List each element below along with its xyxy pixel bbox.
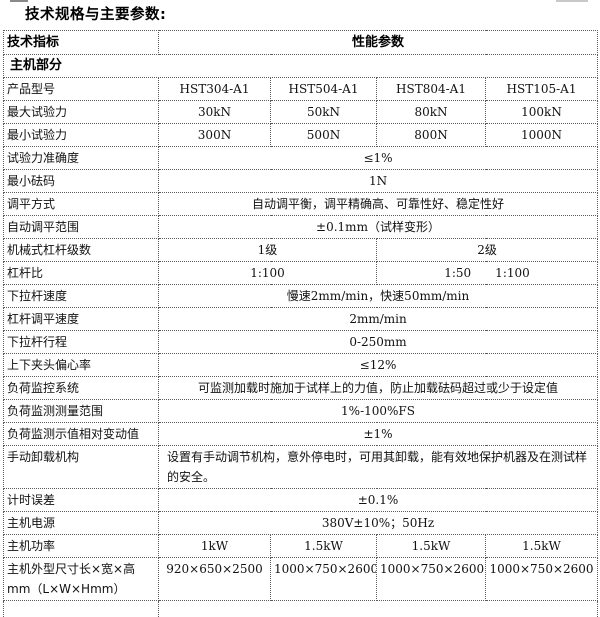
empty-cell	[159, 601, 598, 617]
table-row: 上下夹头偏心率≤12%	[4, 354, 598, 377]
row-label: 试验力准确度	[4, 147, 159, 170]
row-value: 1000N	[486, 124, 598, 147]
table-row: 负荷监测示值相对变动值±1%	[4, 423, 598, 446]
row-value: 50kN	[271, 101, 377, 124]
row-value: 800N	[377, 124, 486, 147]
row-value: 920×650×2500	[159, 558, 271, 601]
top-right-crop-mark	[556, 0, 588, 2]
cutoff-row	[4, 601, 598, 617]
row-label: 主机外型尺寸长×宽×高 mm（L×W×Hmm）	[4, 558, 159, 601]
row-value: ±1%	[159, 423, 598, 446]
row-value: 可监测加载时施加于试样上的力值，防止加载砝码超过或少于设定值	[159, 377, 598, 400]
row-value: 1:50 1:100	[377, 262, 598, 285]
table-row: 手动卸载机构设置有手动调节机构，意外停电时，可用其卸载，能有效地保护机器及在测试…	[4, 446, 598, 489]
row-label: 最小试验力	[4, 124, 159, 147]
row-value: 设置有手动调节机构，意外停电时，可用其卸载，能有效地保护机器及在测试样的安全。	[159, 446, 598, 489]
table-row: 下拉杆速度慢速2mm/min，快速50mm/min	[4, 285, 598, 308]
row-value: 500N	[271, 124, 377, 147]
row-label: 杠杆调平速度	[4, 308, 159, 331]
section-row: 主机部分	[4, 55, 598, 78]
cutoff-row-body	[4, 601, 598, 617]
row-value: 1000×750×2600	[377, 558, 486, 601]
row-value: ≤12%	[159, 354, 598, 377]
row-value: 80kN	[377, 101, 486, 124]
top-left-crop-mark	[10, 0, 28, 2]
row-value: 1N	[159, 170, 598, 193]
section-title-cell: 主机部分	[4, 55, 598, 78]
table-row: 试验力准确度≤1%	[4, 147, 598, 170]
row-label: 自动调平范围	[4, 216, 159, 239]
row-value: HST105-A1	[486, 78, 598, 101]
row-label: 负荷监测测量范围	[4, 400, 159, 423]
row-value: 1级	[159, 239, 377, 262]
row-label: 主机电源	[4, 512, 159, 535]
row-value: 1.5kW	[271, 535, 377, 558]
row-value: 100kN	[486, 101, 598, 124]
row-value: 1kW	[159, 535, 271, 558]
header-indicator-cell: 技术指标	[4, 31, 159, 55]
table-header-row: 技术指标 性能参数	[4, 31, 598, 55]
row-label: 手动卸载机构	[4, 446, 159, 489]
row-value: 1.5kW	[377, 535, 486, 558]
row-value: ≤1%	[159, 147, 598, 170]
row-label: 主机功率	[4, 535, 159, 558]
row-label: 产品型号	[4, 78, 159, 101]
row-value: 1.5kW	[486, 535, 598, 558]
row-value: HST804-A1	[377, 78, 486, 101]
row-label: 负荷监控系统	[4, 377, 159, 400]
row-label: 下拉杆行程	[4, 331, 159, 354]
row-label: 杠杆比	[4, 262, 159, 285]
row-value: ±0.1mm（试样变形）	[159, 216, 598, 239]
row-label: 上下夹头偏心率	[4, 354, 159, 377]
row-value: 1000×750×2600	[271, 558, 377, 601]
row-label: 下拉杆速度	[4, 285, 159, 308]
table-row: 自动调平范围±0.1mm（试样变形）	[4, 216, 598, 239]
empty-cell	[4, 601, 159, 617]
row-value: 2mm/min	[159, 308, 598, 331]
page-title: 技术规格与主要参数:	[25, 3, 166, 24]
row-label: 机械式杠杆级数	[4, 239, 159, 262]
row-value: 1%-100%FS	[159, 400, 598, 423]
row-value: HST304-A1	[159, 78, 271, 101]
row-value: 30kN	[159, 101, 271, 124]
row-label: 最大试验力	[4, 101, 159, 124]
row-label: 最小砝码	[4, 170, 159, 193]
row-label: 负荷监测示值相对变动值	[4, 423, 159, 446]
row-value: 1000×750×2600	[486, 558, 598, 601]
table-row: 负荷监控系统可监测加载时施加于试样上的力值，防止加载砝码超过或少于设定值	[4, 377, 598, 400]
table-row: 调平方式自动调平衡，调平精确高、可靠性好、稳定性好	[4, 193, 598, 216]
row-value: 1:100	[159, 262, 377, 285]
table-row: 计时误差±0.1%	[4, 489, 598, 512]
header-parameter-cell: 性能参数	[159, 31, 598, 55]
row-value: 自动调平衡，调平精确高、可靠性好、稳定性好	[159, 193, 598, 216]
row-label: 计时误差	[4, 489, 159, 512]
row-value: 0-250mm	[159, 331, 598, 354]
row-value: 2级	[377, 239, 598, 262]
row-label: 调平方式	[4, 193, 159, 216]
row-value: 380V±10%；50Hz	[159, 512, 598, 535]
row-value: 300N	[159, 124, 271, 147]
row-value: ±0.1%	[159, 489, 598, 512]
row-value: 慢速2mm/min，快速50mm/min	[159, 285, 598, 308]
row-value: HST504-A1	[271, 78, 377, 101]
